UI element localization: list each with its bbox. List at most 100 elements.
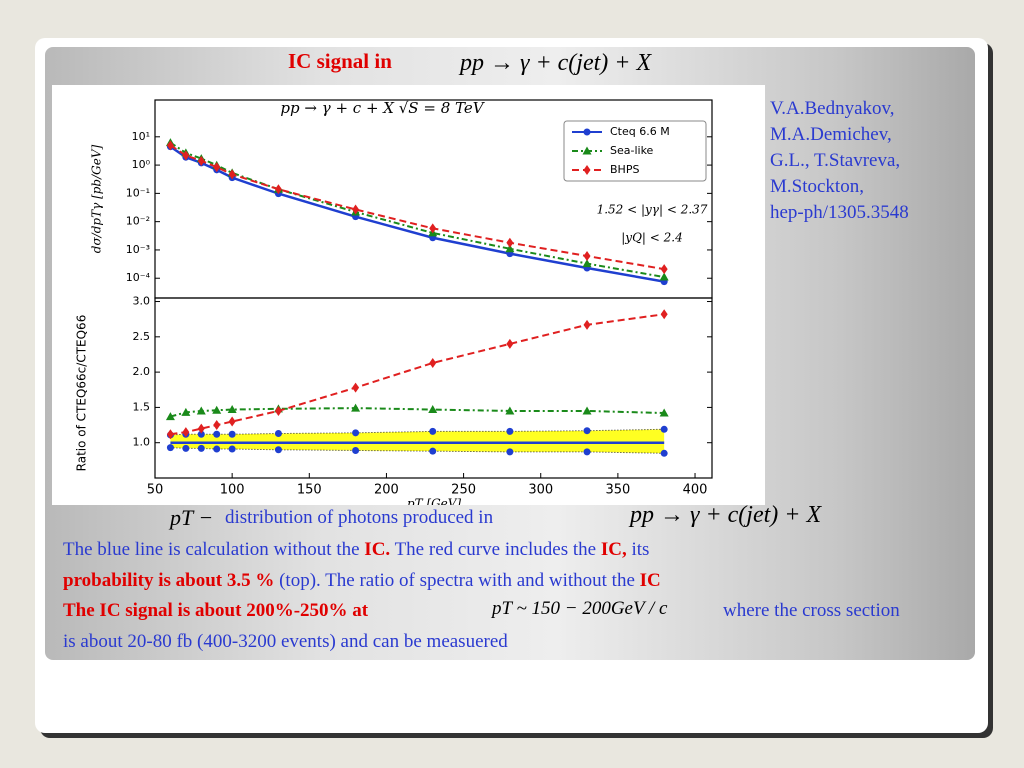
- marker: [429, 427, 437, 435]
- marker: [166, 429, 174, 440]
- marker: [506, 448, 514, 456]
- y-tick-label: 10⁻¹: [126, 186, 150, 199]
- marker: [182, 444, 190, 452]
- y-tick-label: 10⁻²: [126, 215, 150, 228]
- chart: 10¹ 10⁰ 10⁻¹ 10⁻² 10⁻³ 10⁻⁴ pp → γ + c + X √S …: [75, 99, 713, 511]
- marker: [213, 162, 221, 173]
- marker: [274, 405, 282, 416]
- y-tick-label: 2.5: [133, 330, 151, 343]
- marker: [166, 140, 174, 151]
- author: M.Stockton,: [770, 176, 864, 197]
- series-line: [169, 141, 665, 279]
- text: its: [626, 539, 650, 560]
- marker: [428, 405, 438, 414]
- x-tick-label: 300: [528, 483, 553, 498]
- x-tick-label: 350: [605, 483, 630, 498]
- marker: [429, 357, 437, 368]
- series-line: [169, 144, 665, 271]
- marker: [660, 264, 668, 275]
- marker: [351, 403, 361, 412]
- title-formula: pp → γ + c(jet) + X: [460, 50, 652, 76]
- marker: [506, 237, 514, 248]
- author: M.A.Demichev,: [770, 124, 892, 145]
- marker: [228, 430, 236, 438]
- slide-title: IC signal in: [288, 49, 392, 73]
- y-tick-label: 10⁻³: [126, 243, 150, 256]
- text: The IC signal is about 200%-250% at: [63, 600, 369, 621]
- marker: [213, 445, 221, 453]
- formula: pT ~ 150 − 200GeV / c: [492, 598, 668, 619]
- legend-label: BHPS: [610, 163, 639, 176]
- annotation: 1.52 < |yγ| < 2.37: [597, 203, 708, 217]
- marker: [582, 406, 592, 415]
- y-tick-label: 10⁻⁴: [126, 271, 151, 284]
- marker: [197, 155, 205, 166]
- text: The blue line is calculation without the: [63, 539, 365, 560]
- marker: [659, 408, 669, 417]
- authors: V.A.Bednyakov, M.A.Demichev, G.L., T.Sta…: [770, 96, 909, 226]
- x-tick-label: 200: [374, 483, 399, 498]
- legend-label: Cteq 6.6 M: [610, 125, 670, 138]
- legend-marker: [582, 146, 592, 155]
- marker: [212, 405, 222, 414]
- caption-formula: pT −: [170, 505, 214, 530]
- caption-text: distribution of photons produced in: [225, 507, 494, 528]
- y-axis-label: Ratio of CTEQ66c/CTEQ66: [75, 315, 89, 472]
- marker: [228, 445, 236, 453]
- reference: hep-ph/1305.3548: [770, 202, 909, 223]
- marker: [582, 259, 592, 268]
- text: IC.: [364, 539, 391, 560]
- marker: [352, 429, 360, 437]
- marker: [660, 425, 668, 433]
- marker: [429, 447, 437, 455]
- y-tick-label: 2.0: [133, 365, 151, 378]
- marker: [228, 169, 236, 180]
- marker: [659, 272, 669, 281]
- marker: [213, 420, 221, 431]
- legend-label: Sea-like: [610, 144, 654, 157]
- text: IC: [639, 570, 661, 591]
- y-tick-label: 3.0: [133, 295, 151, 308]
- marker: [583, 251, 591, 262]
- author: V.A.Bednyakov,: [770, 98, 895, 119]
- text: (top). The ratio of spectra with and wit…: [274, 570, 640, 591]
- marker: [228, 416, 236, 427]
- text: The red curve includes the: [390, 539, 601, 560]
- marker: [583, 427, 591, 435]
- plot-frame: [154, 297, 713, 479]
- y-tick-label: 1.0: [133, 436, 151, 449]
- y-tick-label: 10⁰: [132, 158, 151, 171]
- marker: [352, 204, 360, 215]
- x-tick-label: 250: [451, 483, 476, 498]
- marker: [213, 430, 221, 438]
- marker: [352, 382, 360, 393]
- series-line: [170, 313, 665, 436]
- band: [170, 429, 665, 454]
- marker: [660, 449, 668, 457]
- legend-marker: [583, 128, 591, 136]
- text: probability is about 3.5 %: [63, 570, 275, 591]
- marker: [583, 448, 591, 456]
- y-axis-label: dσ/dpTγ [pb/GeV]: [90, 144, 104, 253]
- body-line: probability is about 3.5 % (top). The ra…: [63, 570, 661, 592]
- y-tick-label: 10¹: [132, 130, 150, 143]
- marker: [197, 444, 205, 452]
- chart-image: 10¹ 10⁰ 10⁻¹ 10⁻² 10⁻³ 10⁻⁴ pp → γ + c + X √S …: [52, 85, 765, 511]
- marker: [197, 423, 205, 434]
- marker: [166, 444, 174, 452]
- x-tick-label: 150: [297, 483, 322, 498]
- marker: [227, 405, 237, 414]
- author: G.L., T.Stavreva,: [770, 150, 901, 171]
- marker: [583, 319, 591, 330]
- legend-marker: [583, 165, 591, 175]
- text: where the cross section: [723, 600, 900, 621]
- x-axis-label: pT [GeV]: [407, 497, 462, 506]
- text: is about 20-80 fb (400-3200 events) and …: [63, 631, 508, 652]
- text: IC,: [600, 539, 627, 560]
- marker: [505, 406, 515, 415]
- caption-formula: pp → γ + c(jet) + X: [630, 502, 822, 528]
- chart-title: pp → γ + c + X √S = 8 TeV: [280, 99, 485, 117]
- marker: [165, 412, 175, 421]
- marker: [274, 446, 282, 454]
